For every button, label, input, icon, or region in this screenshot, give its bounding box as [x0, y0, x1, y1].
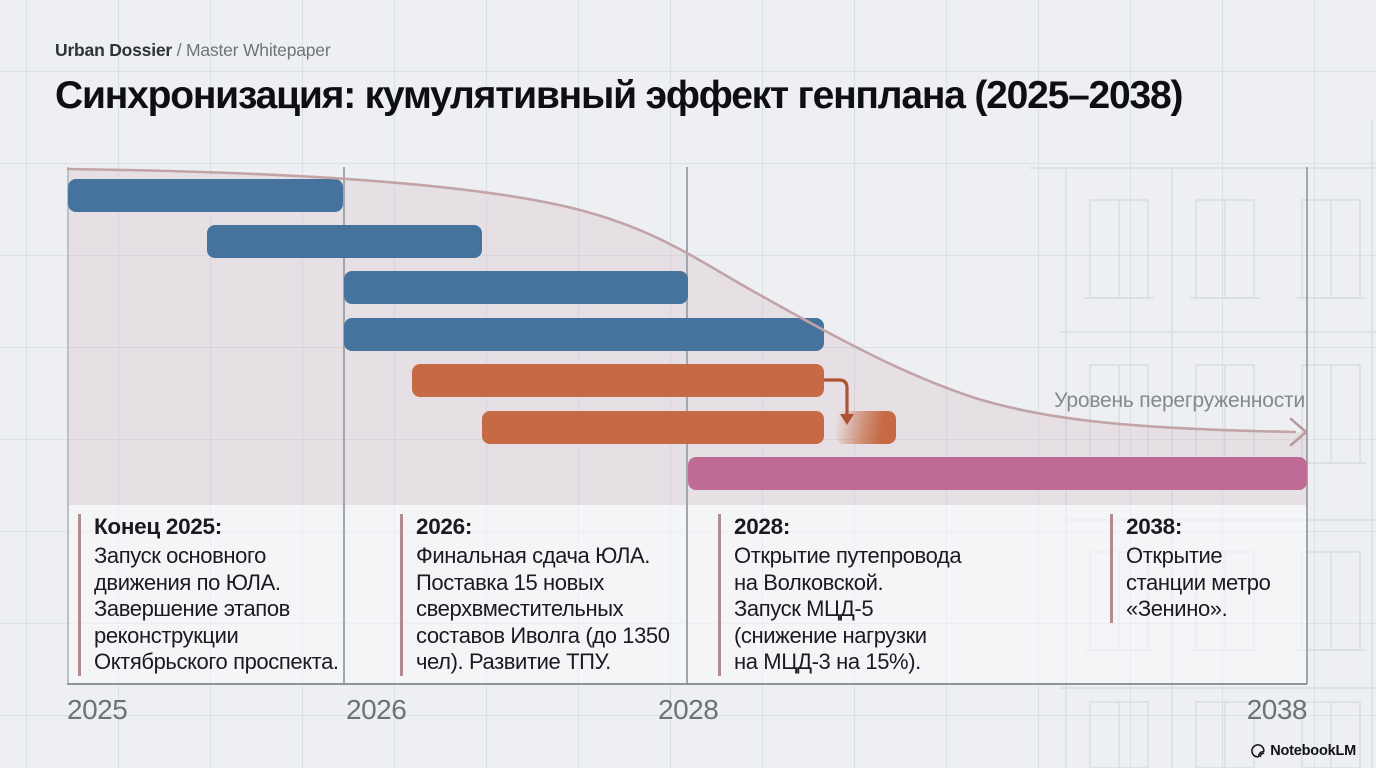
annotation-body: Открытие станции метро «Зенино».: [1126, 543, 1271, 621]
gantt-bar-5: [412, 364, 824, 397]
annotation-heading: Конец 2025:: [94, 514, 222, 539]
breadcrumb: Urban Dossier / Master Whitepaper: [55, 40, 331, 61]
gantt-bar-6: [482, 411, 824, 444]
annotation-2038: 2038: Открытие станции метро «Зенино».: [1110, 514, 1326, 623]
gantt-bar-4: [344, 318, 824, 351]
annotation-heading: 2028:: [734, 514, 791, 539]
axis-label-2028: 2028: [658, 694, 719, 725]
axis-label-2026: 2026: [346, 694, 407, 725]
breadcrumb-secondary: Master Whitepaper: [186, 40, 331, 60]
gantt-bar-7: [688, 457, 1307, 490]
annotation-konets-2025: Конец 2025: Запуск основного движения по…: [78, 514, 374, 676]
annotation-heading: 2026:: [416, 514, 473, 539]
x-axis-line: [67, 683, 1307, 685]
notebooklm-icon: [1251, 744, 1265, 758]
gantt-bar-3: [344, 271, 688, 304]
annotation-body: Открытие путепровода на Волковской. Запу…: [734, 543, 962, 674]
gantt-bar-2: [207, 225, 482, 258]
curve-label: Уровень перегруженности: [1054, 389, 1305, 412]
annotation-body: Запуск основного движения по ЮЛА. Заверш…: [94, 543, 339, 674]
breadcrumb-separator: /: [172, 40, 187, 60]
axis-label-2025: 2025: [67, 694, 128, 725]
annotation-2026: 2026: Финальная сдача ЮЛА. Поставка 15 н…: [400, 514, 706, 676]
overload-curve-arrowhead: [1289, 417, 1308, 447]
gridline-2025: [67, 167, 69, 684]
breadcrumb-primary: Urban Dossier: [55, 40, 173, 60]
annotation-body: Финальная сдача ЮЛА. Поставка 15 новых с…: [416, 543, 670, 674]
gantt-bar-6-fade-extension: [836, 411, 896, 444]
page-title: Синхронизация: кумулятивный эффект генпл…: [55, 74, 1184, 117]
gantt-bar-1: [68, 179, 343, 212]
annotation-2028: 2028: Открытие путепровода на Волковской…: [718, 514, 994, 676]
annotation-heading: 2038:: [1126, 514, 1183, 539]
notebooklm-logo: NotebookLM: [1250, 743, 1356, 759]
notebooklm-wordmark: NotebookLM: [1270, 743, 1356, 759]
axis-label-2038: 2038: [1246, 694, 1308, 725]
